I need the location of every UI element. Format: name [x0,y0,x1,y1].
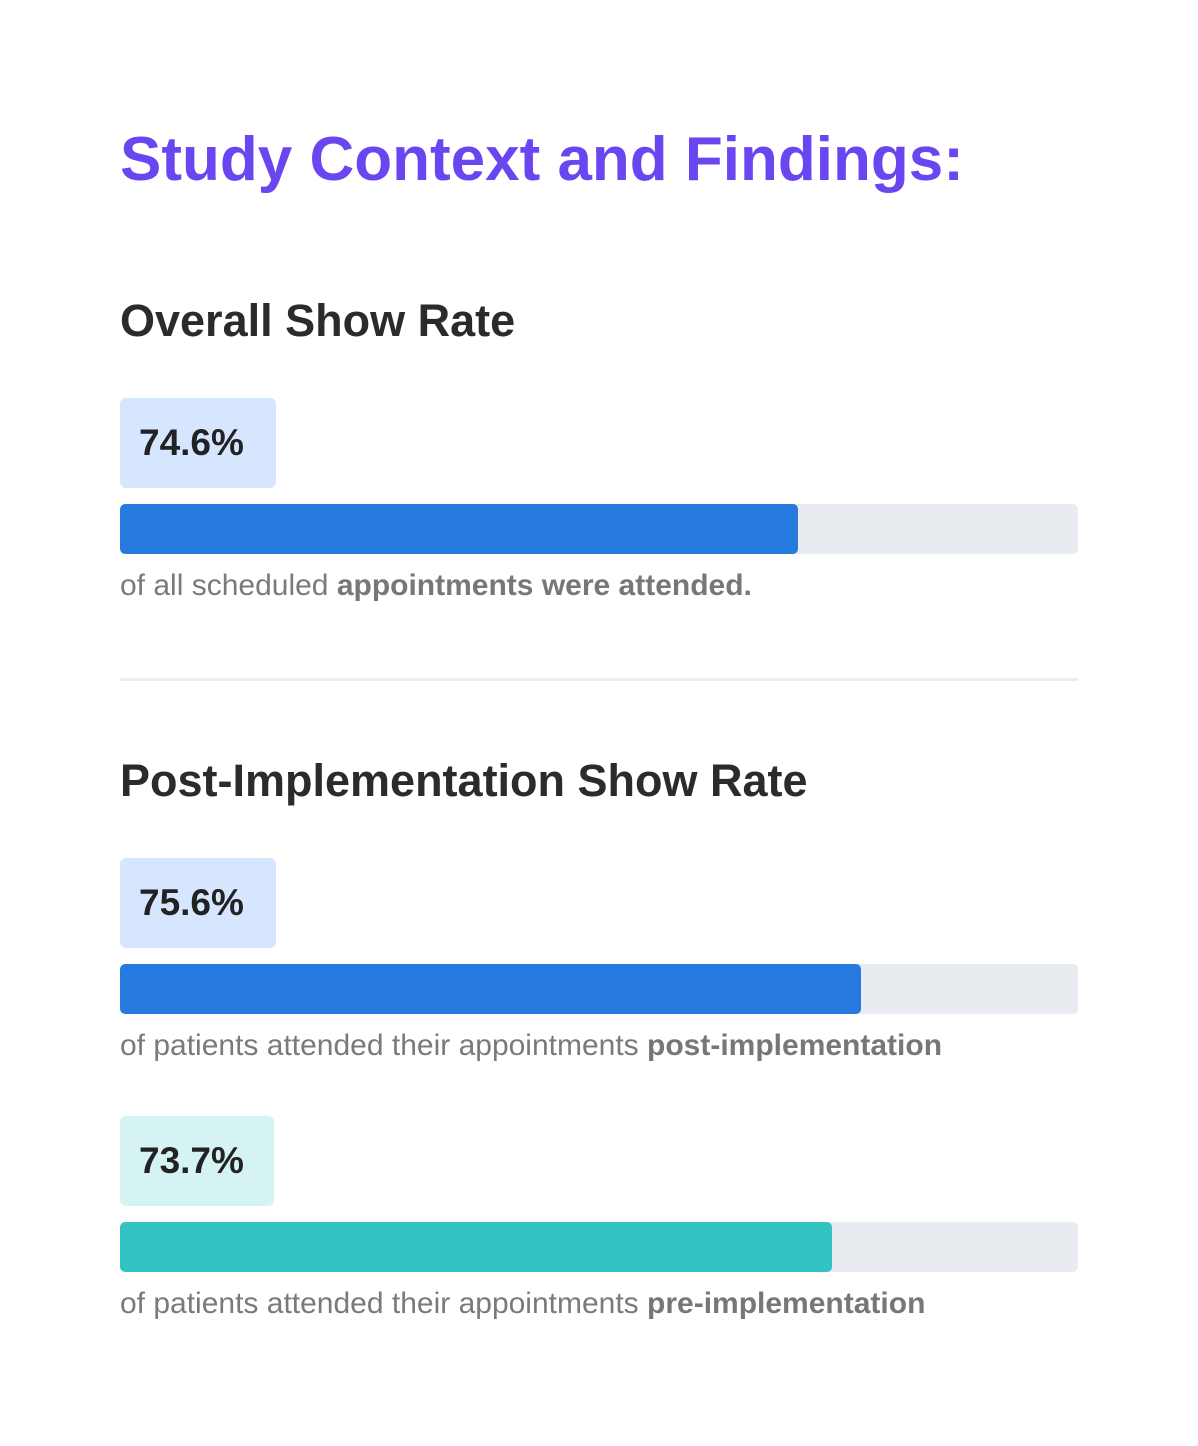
pre-implementation-badge: 73.7% [120,1116,274,1206]
section-divider [120,678,1078,681]
overall-show-rate-progress-fill [120,504,799,554]
overall-show-rate-badge: 74.6% [120,398,276,488]
caption-bold-text: pre-implementation [647,1287,926,1320]
post-implementation-caption: of patients attended their appointments … [120,1026,942,1066]
post-implementation-progress-fill [120,964,861,1014]
caption-regular-text: of patients attended their appointments [120,1029,648,1062]
caption-bold-text: post-implementation [647,1029,943,1062]
overall-show-rate-caption: of all scheduled appointments were atten… [120,566,752,606]
pre-implementation-progress-fill [120,1222,832,1272]
overall-show-rate-heading: Overall Show Rate [120,295,516,346]
caption-bold-text: appointments were attended. [336,569,752,602]
post-implementation-show-rate-heading: Post-Implementation Show Rate [120,755,808,806]
post-implementation-progress-track [120,964,1078,1014]
caption-regular-text: of all scheduled [120,569,337,602]
post-implementation-badge: 75.6% [120,858,276,948]
caption-regular-text: of patients attended their appointments [120,1287,648,1320]
page-title: Study Context and Findings: [120,125,964,194]
pre-implementation-progress-track [120,1222,1078,1272]
pre-implementation-caption: of patients attended their appointments … [120,1284,925,1324]
overall-show-rate-progress-track [120,504,1078,554]
